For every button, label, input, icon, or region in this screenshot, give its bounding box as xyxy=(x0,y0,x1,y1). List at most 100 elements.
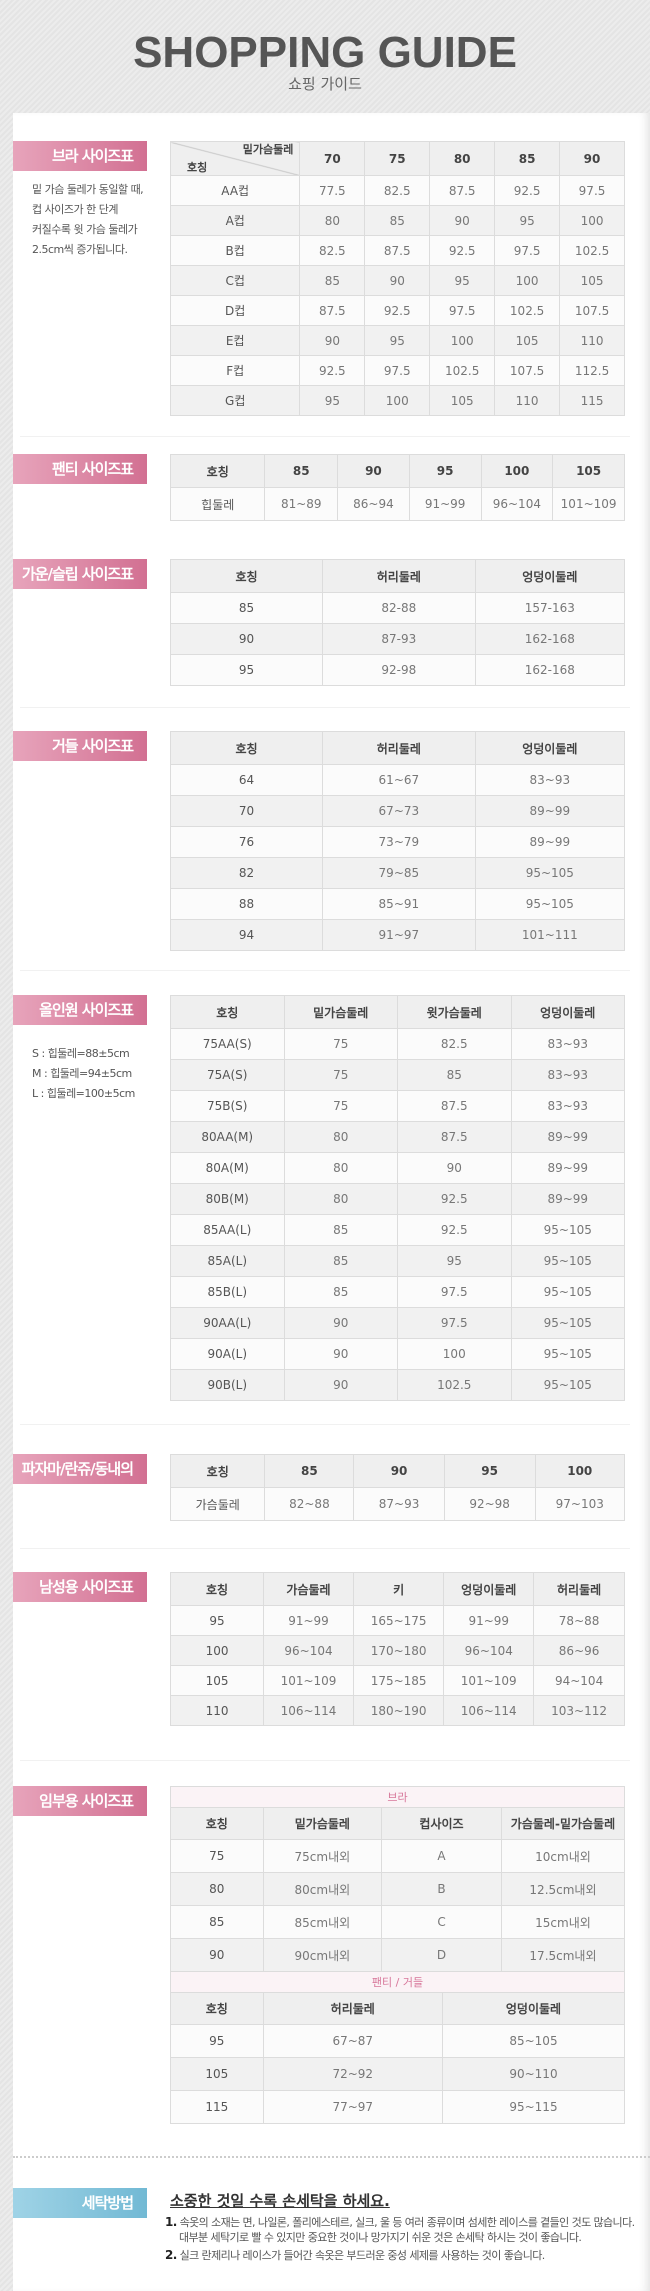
washing-list: 1. 속옷의 소재는 면, 나일론, 폴리에스테르, 실크, 울 등 여러 종류… xyxy=(165,2215,643,2266)
table-row: 76 73~79 89~99 xyxy=(169,826,626,858)
section-label-pajama: 파자마/란쥬/동내의 xyxy=(13,1454,147,1484)
item-text: 실크 란제리나 레이스가 들어간 속옷은 부드러운 중성 세제를 사용하는 것이… xyxy=(179,2249,546,2262)
table-cell: 92.5 xyxy=(397,1214,512,1246)
table-cell: 115 xyxy=(559,385,625,416)
note-line: 커질수록 윗 가슴 둘레가 xyxy=(32,223,138,236)
divider xyxy=(20,436,630,437)
table-row: 95 67~87 85~105 xyxy=(170,2024,626,2058)
table-cell: 89~99 xyxy=(510,1183,625,1215)
table-cell: 70 xyxy=(169,795,324,827)
table-cell: 82 xyxy=(169,857,324,889)
column-header: 호칭 xyxy=(170,995,285,1029)
table-cell: 95 xyxy=(299,385,366,416)
column-header: 호칭 xyxy=(169,1572,265,1606)
table-cell: 97.5 xyxy=(429,295,496,326)
table-row: 95 91~99 165~175 91~99 78~88 xyxy=(169,1605,625,1636)
header-row: 호칭 허리둘레 엉덩이둘레 xyxy=(169,559,626,593)
table-cell: D컵 xyxy=(169,295,301,326)
panty-size-table: 호칭 85 90 95 100 105 힙둘레 81~89 86~94 91~99 96~104 10… xyxy=(169,454,625,521)
table-cell: 87.5 xyxy=(397,1090,512,1122)
column-header: 105 xyxy=(552,454,625,488)
table-cell: 90 xyxy=(283,1369,398,1401)
table-cell: 95 xyxy=(364,325,431,356)
table-cell: 89~99 xyxy=(510,1121,625,1153)
table-cell: 95~115 xyxy=(441,2090,626,2124)
table-row: 90B(L) 90 102.5 95~105 xyxy=(170,1369,625,1401)
table-cell: 180~190 xyxy=(352,1695,445,1726)
table-cell: 85cm내외 xyxy=(262,1905,383,1939)
table-cell: 85 xyxy=(397,1059,512,1091)
table-cell: G컵 xyxy=(169,385,301,416)
table-cell: 80A(M) xyxy=(170,1152,285,1184)
column-header: 호칭 xyxy=(169,731,324,765)
table-cell: 92.5 xyxy=(397,1183,512,1215)
note-line: L : 힙둘레=100±5cm xyxy=(32,1087,135,1100)
column-header: 호칭 xyxy=(170,1807,264,1840)
column-header: 컵사이즈 xyxy=(381,1807,502,1840)
table-cell: 67~87 xyxy=(262,2024,443,2058)
table-cell: 92.5 xyxy=(299,355,366,386)
divider xyxy=(20,970,630,971)
table-row: B컵 82.5 87.5 92.5 97.5 102.5 xyxy=(169,235,625,266)
column-header: 85 xyxy=(264,1454,355,1488)
section-label-bra: 브라 사이즈표 xyxy=(13,141,147,171)
size-note: S : 힙둘레=88±5cm M : 힙둘레=94±5cm L : 힙둘레=100±… xyxy=(32,1044,135,1104)
table-cell: 91~97 xyxy=(322,919,476,951)
table-cell: 90 xyxy=(429,205,496,236)
table-row: 75B(S) 75 87.5 83~93 xyxy=(170,1090,625,1122)
subheader-bra: 브라 xyxy=(170,1786,625,1808)
table-cell: 101~109 xyxy=(552,487,625,521)
table-cell: 87~93 xyxy=(353,1487,445,1521)
table-cell: 92.5 xyxy=(494,175,561,206)
column-header: 호칭 xyxy=(169,559,324,593)
note-line: M : 힙둘레=94±5cm xyxy=(32,1067,132,1080)
column-header: 밑가슴둘레 xyxy=(283,995,398,1029)
table-cell: 97.5 xyxy=(559,175,625,206)
table-cell: 110 xyxy=(494,385,561,416)
table-cell: 90 xyxy=(397,1152,512,1184)
table-row: 70 67~73 89~99 xyxy=(169,795,626,827)
table-cell: 107.5 xyxy=(559,295,625,326)
column-header: 95 xyxy=(408,454,482,488)
column-header: 허리둘레 xyxy=(322,559,476,593)
table-cell: 89~99 xyxy=(510,1152,625,1184)
note-line: S : 힙둘레=88±5cm xyxy=(32,1047,130,1060)
table-cell: 100 xyxy=(364,385,431,416)
table-row: 80B(M) 80 92.5 89~99 xyxy=(170,1183,625,1215)
table-cell: 81~89 xyxy=(264,487,339,521)
column-header: 100 xyxy=(480,454,554,488)
table-row: 105 72~92 90~110 xyxy=(170,2057,626,2091)
table-cell: 95 xyxy=(494,205,561,236)
header-row: 호칭 밑가슴둘레 윗가슴둘레 엉덩이둘레 xyxy=(170,995,625,1029)
column-header: 95 xyxy=(443,1454,536,1488)
table-cell: 90~110 xyxy=(441,2057,626,2091)
item-number: 1. xyxy=(165,2215,177,2229)
table-cell: 85 xyxy=(283,1245,398,1277)
table-row: 85 85cm내외 C 15cm내외 xyxy=(170,1905,626,1939)
table-cell: 75 xyxy=(170,1839,264,1873)
table-row: 85 82-88 157-163 xyxy=(169,592,626,624)
item-number: 2. xyxy=(165,2248,177,2262)
gown-size-table: 호칭 허리둘레 엉덩이둘레 85 82-88 157-163 90 87-93 162-168 9… xyxy=(169,559,626,686)
table-row: D컵 87.5 92.5 97.5 102.5 107.5 xyxy=(169,295,625,326)
header-row: 호칭 허리둘레 엉덩이둘레 xyxy=(169,731,626,765)
table-cell: 85 xyxy=(299,265,366,296)
item-text: 속옷의 소재는 면, 나일론, 폴리에스테르, 실크, 울 등 여러 종류이며 … xyxy=(179,2216,635,2229)
table-row: 75 75cm내외 A 10cm내외 xyxy=(170,1839,626,1873)
table-row: 115 77~97 95~115 xyxy=(170,2090,626,2124)
table-cell: 95 xyxy=(397,1245,512,1277)
table-cell: 105 xyxy=(494,325,561,356)
table-row: 80A(M) 80 90 89~99 xyxy=(170,1152,625,1184)
table-cell: 85A(L) xyxy=(170,1245,285,1277)
table-cell: 110 xyxy=(559,325,625,356)
column-header: 가슴둘레 xyxy=(263,1572,354,1606)
table-row: 94 91~97 101~111 xyxy=(169,919,626,951)
subheader-row: 브라 xyxy=(170,1786,625,1808)
table-cell: 90cm내외 xyxy=(262,1938,383,1972)
pajama-size-table: 호칭 85 90 95 100 가슴둘레 82~88 87~93 92~98 97~103 xyxy=(169,1454,626,1521)
table-cell: 92~98 xyxy=(443,1487,536,1521)
table-row: 90 90cm내외 D 17.5cm내외 xyxy=(170,1938,626,1972)
table-cell: 101~109 xyxy=(263,1665,354,1696)
table-row: A컵 80 85 90 95 100 xyxy=(169,205,625,236)
section-label-panty: 팬티 사이즈표 xyxy=(13,454,147,484)
